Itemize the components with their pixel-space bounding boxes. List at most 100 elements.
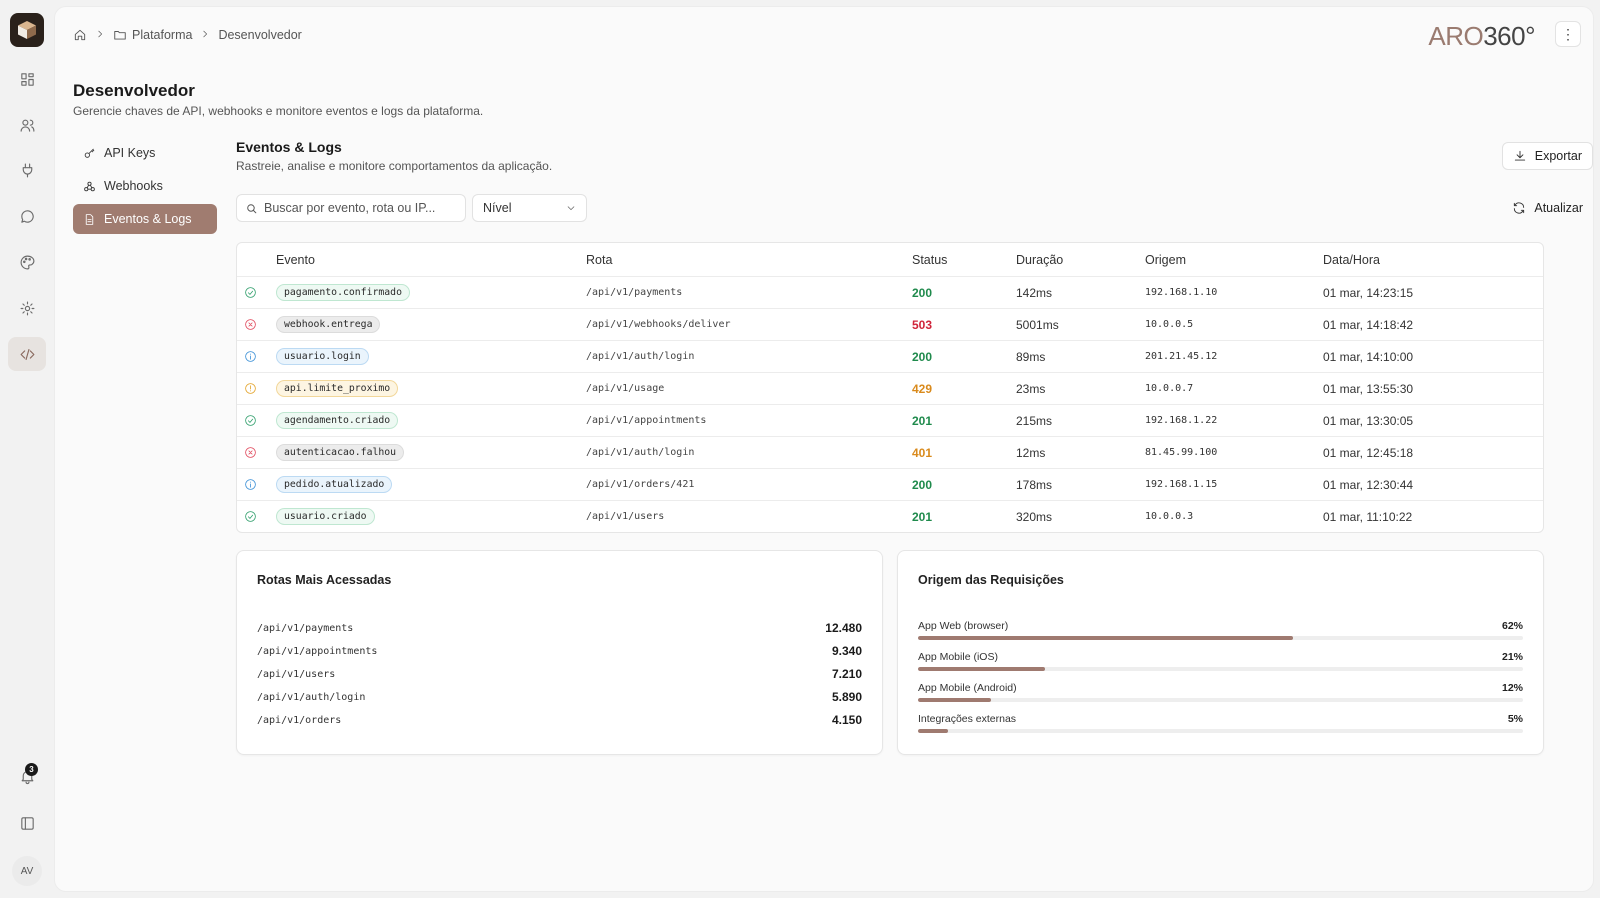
chevron-down-icon: [567, 206, 575, 211]
status-code: 201: [912, 413, 933, 428]
rail-settings-button[interactable]: [8, 291, 46, 325]
origin-ip-cell: 81.45.99.100: [1145, 447, 1218, 458]
event-cell: usuario.criado: [276, 508, 375, 525]
datetime-cell: 01 mar, 14:10:00: [1323, 349, 1414, 364]
top-routes-card: Rotas Mais Acessadas /api/v1/payments 12.…: [236, 550, 883, 755]
origin-progress-fill: [918, 667, 1046, 671]
rail-developer-button[interactable]: [8, 337, 46, 371]
search-field[interactable]: [236, 194, 466, 222]
app-logo[interactable]: [10, 13, 44, 47]
origin-label: App Mobile (Android): [918, 682, 1017, 694]
refresh-button[interactable]: Atualizar: [1502, 194, 1593, 222]
table-row[interactable]: api.limite_proximo/api/v1/usage 429 23ms 10…: [237, 372, 1543, 404]
table-row[interactable]: usuario.login/api/v1/auth/login 200 89ms 20…: [237, 340, 1543, 372]
event-cell: pagamento.confirmado: [276, 284, 410, 301]
event-badge: agendamento.criado: [276, 412, 399, 429]
origin-percent: 5%: [1507, 713, 1523, 725]
section-subtitle: Rastreie, analise e monitore comportamen…: [236, 159, 553, 173]
rail-appearance-button[interactable]: [8, 245, 46, 279]
success-status-icon: [244, 510, 257, 523]
datetime-cell: 01 mar, 11:10:22: [1323, 509, 1413, 524]
page-title: Desenvolvedor: [73, 81, 195, 100]
section-title: Eventos & Logs: [236, 139, 342, 155]
success-status-icon: [244, 414, 257, 427]
table-row[interactable]: pedido.atualizado/api/v1/orders/421 200 17…: [237, 468, 1543, 500]
level-select[interactable]: Nível: [472, 194, 587, 222]
rail-messages-button[interactable]: [8, 199, 46, 233]
column-header-origin[interactable]: Origem: [1145, 252, 1186, 267]
user-avatar[interactable]: AV: [12, 856, 42, 886]
origin-ip-cell: 10.0.0.3: [1145, 511, 1194, 522]
breadcrumb-home[interactable]: [73, 28, 87, 42]
origin-ip-cell: 192.168.1.10: [1145, 287, 1218, 298]
table-row[interactable]: pagamento.confirmado/api/v1/payments 200 1…: [237, 276, 1543, 308]
table-header-row: Evento Rota Status Duração Origem Data/H…: [237, 243, 1543, 276]
duration-cell: 320ms: [1016, 509, 1053, 524]
warning-status-icon: [244, 382, 257, 395]
grid-icon: [20, 72, 34, 86]
route-cell: /api/v1/payments: [586, 287, 683, 298]
column-header-event[interactable]: Evento: [276, 252, 315, 267]
column-header-route[interactable]: Rota: [586, 252, 613, 267]
route-cell: /api/v1/orders/421: [586, 479, 695, 490]
route-list-item: /api/v1/appointments 9.340: [257, 643, 862, 659]
breadcrumb-platform[interactable]: Plataforma: [113, 28, 192, 42]
table-row[interactable]: agendamento.criado/api/v1/appointments 20…: [237, 404, 1543, 436]
route-path: /api/v1/auth/login: [257, 691, 366, 703]
origin-ip-cell: 10.0.0.5: [1145, 319, 1194, 330]
home-icon: [74, 29, 86, 41]
export-button[interactable]: Exportar: [1501, 142, 1593, 170]
top-routes-title: Rotas Mais Acessadas: [257, 573, 392, 587]
origin-list-item: App Web (browser) 62%: [918, 620, 1523, 644]
rail-toggle-sidebar-button[interactable]: [8, 806, 46, 840]
rail-notifications-button[interactable]: 3: [8, 759, 46, 793]
folder-icon: [114, 31, 126, 40]
rail-integrations-button[interactable]: [8, 153, 46, 187]
datetime-cell: 01 mar, 12:45:18: [1323, 445, 1414, 460]
column-header-datetime[interactable]: Data/Hora: [1323, 252, 1380, 267]
origin-progress-fill: [918, 698, 991, 702]
subnav-item-webhooks[interactable]: Webhooks: [73, 171, 217, 201]
event-badge: webhook.entrega: [276, 316, 381, 333]
page-subtitle: Gerencie chaves de API, webhooks e monit…: [73, 104, 484, 118]
route-list-item: /api/v1/payments 12.480: [257, 620, 862, 636]
rail-users-button[interactable]: [8, 108, 46, 142]
origin-progress-fill: [918, 729, 949, 733]
subnav-item-api-keys[interactable]: API Keys: [73, 138, 217, 168]
status-code: 201: [912, 509, 933, 524]
origin-progress-track: [918, 698, 1523, 702]
breadcrumb-current: Desenvolvedor: [218, 28, 302, 42]
table-row[interactable]: usuario.criado/api/v1/users 201 320ms 10.0.…: [237, 500, 1543, 532]
route-cell: /api/v1/usage: [586, 383, 665, 394]
column-header-status[interactable]: Status: [912, 252, 948, 267]
origin-list-item: App Mobile (Android) 12%: [918, 682, 1523, 706]
download-icon: [1514, 150, 1525, 161]
datetime-cell: 01 mar, 13:30:05: [1323, 413, 1414, 428]
search-input[interactable]: [264, 201, 454, 215]
event-cell: usuario.login: [276, 348, 369, 365]
error-status-icon: [244, 446, 257, 459]
more-menu-button[interactable]: ⋮: [1555, 21, 1581, 47]
route-cell: /api/v1/users: [586, 511, 665, 522]
column-header-duration[interactable]: Duração: [1016, 252, 1064, 267]
export-label: Exportar: [1534, 149, 1582, 163]
code-icon: [20, 348, 34, 360]
event-cell: agendamento.criado: [276, 412, 399, 429]
route-list-item: /api/v1/users 7.210: [257, 666, 862, 682]
event-badge: api.limite_proximo: [276, 380, 399, 397]
origin-percent: 12%: [1501, 682, 1523, 694]
table-row[interactable]: webhook.entrega/api/v1/webhooks/deliver 5…: [237, 308, 1543, 340]
table-row[interactable]: autenticacao.falhou/api/v1/auth/login 401…: [237, 436, 1543, 468]
event-cell: pedido.atualizado: [276, 476, 393, 493]
rail-dashboard-button[interactable]: [8, 62, 46, 96]
route-count: 4.150: [831, 713, 862, 727]
developer-subnav: API Keys Webhooks Eventos & Logs: [73, 138, 217, 237]
events-table: Evento Rota Status Duração Origem Data/H…: [236, 242, 1544, 533]
origin-ip-cell: 192.168.1.15: [1145, 479, 1218, 490]
origin-ip-cell: 10.0.0.7: [1145, 383, 1194, 394]
subnav-item-events-logs[interactable]: Eventos & Logs: [73, 204, 217, 234]
route-path: /api/v1/users: [257, 668, 336, 680]
origin-list-item: Integrações externas 5%: [918, 713, 1523, 737]
icon-rail: 3 AV: [0, 0, 54, 898]
error-status-icon: [244, 318, 257, 331]
